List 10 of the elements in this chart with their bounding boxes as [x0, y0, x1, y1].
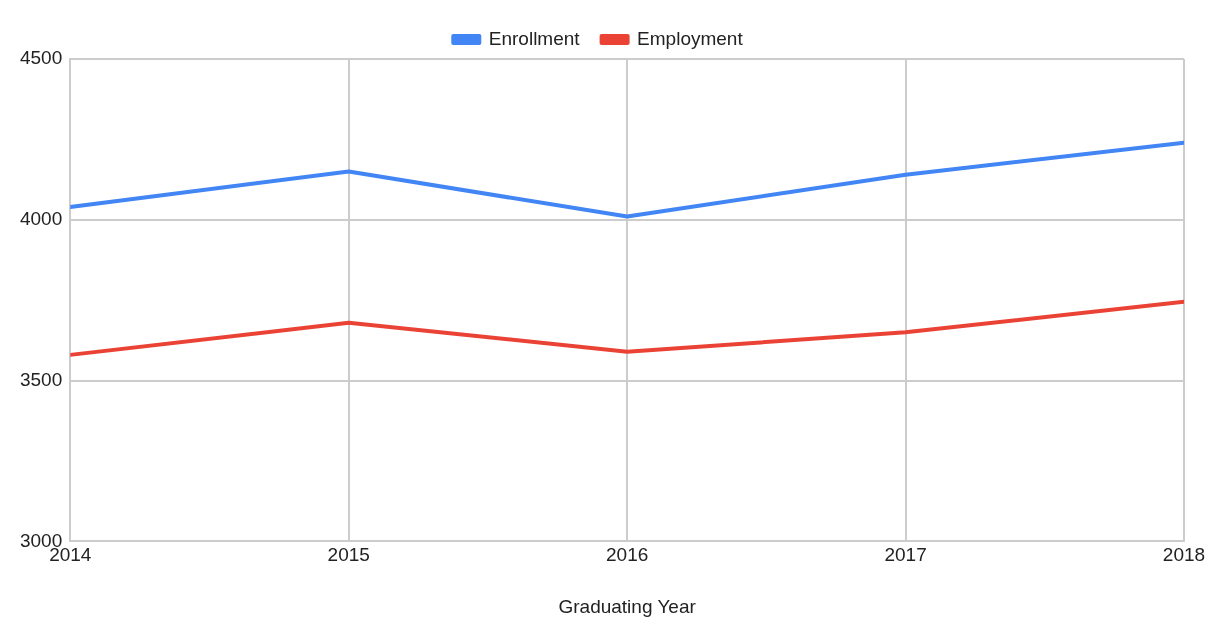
y-tick-label: 4500: [19, 47, 63, 69]
x-tick-label: 2017: [884, 544, 927, 566]
x-axis-title: Graduating Year: [558, 595, 697, 617]
legend-label: Enrollment: [488, 27, 581, 49]
x-tick-label: 2016: [605, 544, 649, 566]
y-tick-label: 4000: [19, 208, 63, 230]
y-tick-label: 3500: [19, 368, 63, 390]
x-tick-label: 2015: [327, 544, 370, 566]
x-tick-label: 2018: [1162, 544, 1206, 566]
legend-label: Employment: [637, 27, 744, 49]
